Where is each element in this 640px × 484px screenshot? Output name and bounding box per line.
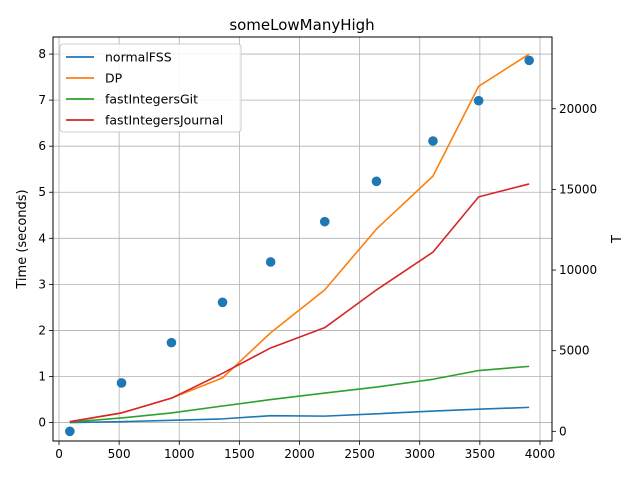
x-tick-label: 2500 [344, 447, 375, 461]
legend-box [59, 43, 242, 133]
y-axis-ticks: 0 1 2 3 4 5 6 7 8 [38, 47, 53, 430]
y-tick-label: 4 [38, 231, 46, 245]
y2-tick-label: 0 [559, 424, 567, 438]
scatter-points [65, 55, 534, 437]
y-tick-label: 0 [38, 416, 46, 430]
x-tick-label: 500 [108, 447, 131, 461]
y-tick-label: 1 [38, 370, 46, 384]
y-tick-label: 3 [38, 277, 46, 291]
chart-title: someLowManyHigh [229, 16, 374, 34]
scatter-point [116, 378, 127, 388]
scatter-point [473, 95, 484, 106]
y2-tick-label: 20000 [559, 102, 597, 116]
y-axis-label: Time (seconds) [15, 189, 30, 289]
legend-label-normalFSS: normalFSS [105, 50, 172, 65]
x-tick-label: 1500 [224, 447, 255, 461]
series-line-fastIntegersGit [69, 365, 530, 423]
legend: normalFSS DP fastIntegersGit fastIntegersJo… [59, 43, 242, 133]
y2-axis-ticks: 0 5000 10000 15000 20000 [552, 102, 597, 438]
scatter-point [319, 216, 330, 227]
scatter-point [265, 257, 276, 267]
series-line-fastIntegersJournal [69, 183, 530, 423]
x-axis-ticks: 0 500 1000 1500 2000 2500 3000 3500 4000 [55, 441, 555, 461]
scatter-point [217, 297, 228, 308]
series-line-normalFSS [69, 406, 530, 424]
scatter-point [65, 426, 75, 437]
x-tick-label: 3500 [465, 447, 496, 461]
y-tick-label: 8 [38, 47, 46, 61]
y-tick-label: 7 [38, 93, 46, 107]
series-lines [69, 53, 530, 424]
y2-tick-label: 15000 [559, 182, 597, 196]
y2-tick-label: 10000 [559, 263, 597, 277]
x-tick-label: 1000 [164, 447, 195, 461]
scatter-point [371, 176, 382, 187]
scatter-point [428, 136, 438, 146]
y-tick-label: 2 [38, 323, 46, 337]
x-tick-label: 0 [55, 447, 63, 461]
legend-label-fastIntegersJournal: fastIntegersJournal [105, 113, 223, 128]
plot-frame [52, 36, 553, 442]
y-tick-label: 6 [38, 139, 46, 153]
legend-label-DP: DP [105, 71, 123, 86]
x-tick-label: 2000 [284, 447, 315, 461]
scatter-point [524, 55, 534, 66]
y2-tick-label: 5000 [559, 344, 590, 358]
y2-axis-label: T [610, 235, 625, 244]
x-tick-label: 3000 [404, 447, 435, 461]
legend-label-fastIntegersGit: fastIntegersGit [105, 92, 198, 107]
y-tick-label: 5 [38, 185, 46, 199]
x-tick-label: 4000 [525, 447, 556, 461]
scatter-point [166, 337, 177, 348]
